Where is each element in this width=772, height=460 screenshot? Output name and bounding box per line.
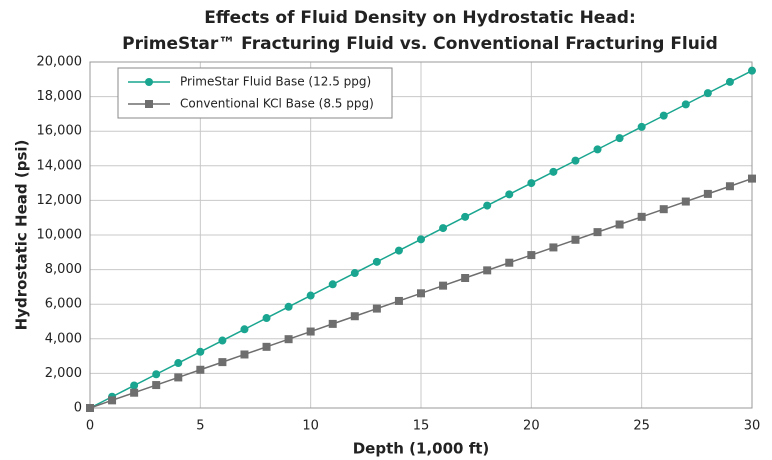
- legend-box: [117, 67, 393, 119]
- marker: [306, 327, 315, 336]
- marker: [262, 342, 271, 351]
- marker: [461, 212, 470, 221]
- y-tick-label: 0: [74, 401, 82, 416]
- marker: [218, 358, 227, 367]
- marker: [748, 66, 756, 75]
- chart-title: PrimeStar™ Fracturing Fluid vs. Conventi…: [122, 34, 718, 54]
- marker: [262, 314, 271, 323]
- y-tick-label: 6,000: [45, 297, 82, 312]
- marker: [350, 269, 359, 278]
- x-tick-label: 0: [86, 419, 94, 434]
- marker: [571, 156, 580, 165]
- marker: [593, 145, 602, 154]
- marker: [417, 289, 425, 298]
- marker: [527, 179, 536, 188]
- marker: [637, 212, 646, 221]
- y-tick-label: 10,000: [37, 228, 83, 243]
- marker: [681, 100, 690, 109]
- marker: [703, 189, 712, 198]
- marker: [328, 280, 337, 289]
- marker: [372, 304, 381, 313]
- marker: [196, 347, 205, 356]
- marker: [681, 197, 690, 206]
- marker: [549, 167, 558, 176]
- marker: [174, 359, 183, 368]
- marker: [461, 274, 470, 283]
- marker: [483, 201, 492, 210]
- y-tick-label: 20,000: [37, 55, 83, 70]
- marker: [725, 182, 734, 191]
- marker: [527, 251, 536, 260]
- marker: [284, 335, 293, 344]
- marker: [659, 111, 668, 120]
- y-tick-label: 4,000: [45, 331, 82, 346]
- marker: [130, 388, 139, 397]
- y-tick-label: 14,000: [37, 158, 83, 173]
- y-tick-label: 16,000: [37, 124, 83, 139]
- marker: [152, 381, 161, 390]
- legend-marker: [145, 100, 153, 108]
- marker: [284, 302, 293, 311]
- x-tick-label: 10: [302, 419, 319, 434]
- marker: [593, 228, 602, 237]
- marker: [483, 266, 492, 275]
- marker: [240, 325, 249, 334]
- marker: [152, 370, 161, 379]
- marker: [372, 257, 381, 266]
- marker: [748, 174, 756, 183]
- marker: [240, 350, 249, 359]
- marker: [130, 381, 139, 390]
- marker: [108, 396, 117, 405]
- marker: [328, 319, 337, 328]
- legend-marker: [145, 78, 153, 86]
- x-tick-label: 15: [413, 419, 430, 434]
- marker: [394, 246, 403, 255]
- x-axis-label: Depth (1,000 ft): [353, 440, 490, 458]
- marker: [703, 89, 712, 98]
- x-tick-label: 5: [196, 419, 204, 434]
- marker: [549, 243, 558, 252]
- marker: [218, 336, 227, 345]
- marker: [350, 312, 359, 321]
- marker: [394, 296, 403, 305]
- marker: [196, 365, 205, 374]
- marker: [615, 134, 624, 143]
- legend-label: Conventional KCl Base (8.5 ppg): [180, 97, 374, 111]
- y-tick-label: 8,000: [45, 262, 82, 277]
- chart-title: Effects of Fluid Density on Hydrostatic …: [204, 8, 636, 28]
- y-tick-label: 18,000: [37, 89, 83, 104]
- marker: [637, 122, 646, 131]
- marker: [439, 281, 448, 290]
- marker: [505, 190, 514, 199]
- legend-label: PrimeStar Fluid Base (12.5 ppg): [180, 75, 371, 89]
- y-tick-label: 2,000: [45, 366, 82, 381]
- y-tick-label: 12,000: [37, 193, 83, 208]
- x-tick-label: 30: [744, 419, 761, 434]
- marker: [174, 373, 183, 382]
- plot-border: [89, 61, 753, 409]
- y-axis-label: Hydrostatic Head (psi): [13, 140, 31, 331]
- marker: [439, 224, 448, 233]
- marker: [505, 258, 514, 267]
- x-tick-label: 25: [633, 419, 650, 434]
- marker: [571, 235, 580, 244]
- marker: [86, 404, 94, 412]
- marker: [725, 77, 734, 86]
- marker: [306, 291, 315, 300]
- x-tick-label: 20: [523, 419, 540, 434]
- marker: [417, 235, 425, 244]
- marker: [659, 205, 668, 214]
- marker: [615, 220, 624, 229]
